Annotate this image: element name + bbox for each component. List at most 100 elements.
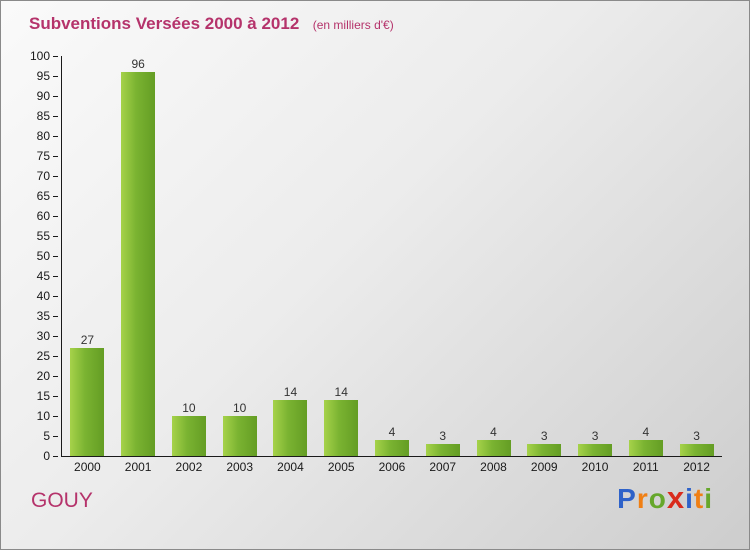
y-tick-label: 95 bbox=[36, 69, 50, 83]
y-tick-label: 90 bbox=[36, 89, 50, 103]
bar-value-label: 3 bbox=[439, 429, 447, 443]
bar-value-label: 96 bbox=[131, 57, 145, 71]
bar-group: 14 2004 bbox=[265, 56, 316, 474]
y-tick-label: 0 bbox=[43, 449, 50, 463]
bar bbox=[628, 440, 663, 456]
y-tick: 15 bbox=[37, 389, 58, 403]
chart-subtitle: (en milliers d'€) bbox=[312, 18, 394, 32]
x-axis-label: 2004 bbox=[277, 460, 304, 474]
y-tick-mark bbox=[53, 255, 58, 257]
y-tick-label: 10 bbox=[36, 409, 50, 423]
y-tick-label: 40 bbox=[36, 289, 50, 303]
bar-value-label: 3 bbox=[540, 429, 548, 443]
y-tick: 0 bbox=[43, 449, 58, 463]
bar bbox=[679, 444, 714, 456]
bar-group: 3 2009 bbox=[519, 56, 570, 474]
bar-value-label: 14 bbox=[334, 385, 348, 399]
bar bbox=[70, 348, 105, 456]
bar bbox=[578, 444, 613, 456]
bar-value-label: 4 bbox=[388, 425, 396, 439]
bar bbox=[222, 416, 257, 456]
y-tick-mark bbox=[53, 135, 58, 137]
y-tick-mark bbox=[53, 415, 58, 417]
x-axis-label: 2012 bbox=[683, 460, 710, 474]
bar-value-label: 14 bbox=[283, 385, 298, 399]
bar-group: 3 2010 bbox=[570, 56, 621, 474]
y-tick-label: 80 bbox=[36, 129, 50, 143]
y-tick: 10 bbox=[37, 409, 58, 423]
x-axis-label: 2001 bbox=[124, 460, 152, 474]
y-tick-mark bbox=[53, 95, 58, 97]
bar bbox=[171, 416, 206, 456]
bar-value-label: 3 bbox=[591, 429, 599, 443]
y-tick-mark bbox=[53, 155, 58, 157]
bar-group: 4 2006 bbox=[367, 56, 418, 474]
logo-letter: x bbox=[666, 480, 686, 515]
y-tick: 95 bbox=[37, 69, 58, 83]
bar-group: 10 2003 bbox=[214, 56, 265, 474]
bar-value-label: 3 bbox=[693, 429, 700, 443]
bar bbox=[527, 444, 562, 456]
y-tick-label: 75 bbox=[36, 149, 50, 163]
y-tick: 80 bbox=[37, 129, 58, 143]
bar bbox=[425, 444, 460, 456]
y-tick: 5 bbox=[43, 429, 58, 443]
y-tick-mark bbox=[53, 315, 58, 317]
x-axis-label: 2005 bbox=[327, 460, 355, 474]
x-axis-label: 2003 bbox=[226, 460, 254, 474]
bar-group: 27 2000 bbox=[62, 56, 113, 474]
y-tick-mark bbox=[53, 215, 58, 217]
y-tick: 75 bbox=[37, 149, 58, 163]
y-tick: 20 bbox=[37, 369, 58, 383]
y-tick-mark bbox=[53, 235, 58, 237]
y-tick: 40 bbox=[37, 289, 58, 303]
bar-group: 10 2002 bbox=[164, 56, 215, 474]
bar bbox=[374, 440, 409, 456]
bar-group: 3 2007 bbox=[417, 56, 468, 474]
x-axis-label: 2011 bbox=[632, 460, 659, 474]
logo-letter: i bbox=[685, 483, 694, 514]
y-tick-label: 85 bbox=[36, 109, 50, 123]
y-tick-label: 35 bbox=[36, 309, 50, 323]
y-tick-label: 5 bbox=[43, 429, 50, 443]
organization-name: GOUY bbox=[31, 489, 93, 512]
y-tick-mark bbox=[53, 175, 58, 177]
x-axis-label: 2009 bbox=[530, 460, 558, 474]
y-tick-mark bbox=[53, 375, 58, 377]
y-tick-label: 70 bbox=[36, 169, 50, 183]
y-tick-mark bbox=[53, 355, 58, 357]
y-tick-label: 15 bbox=[36, 389, 50, 403]
logo-letter: P bbox=[617, 483, 637, 514]
y-tick-label: 100 bbox=[29, 49, 50, 63]
bar bbox=[476, 440, 511, 456]
y-tick-label: 25 bbox=[36, 349, 50, 363]
x-axis-label: 2002 bbox=[175, 460, 203, 474]
chart-title: Subventions Versées 2000 à 2012 bbox=[29, 14, 300, 33]
y-tick-mark bbox=[53, 455, 58, 457]
y-tick: 60 bbox=[37, 209, 58, 223]
x-axis-label: 2000 bbox=[74, 460, 101, 474]
x-axis-label: 2010 bbox=[581, 460, 609, 474]
y-tick: 85 bbox=[37, 109, 58, 123]
bar-value-label: 27 bbox=[80, 333, 95, 347]
y-tick-mark bbox=[53, 195, 58, 197]
y-tick-mark bbox=[53, 75, 58, 77]
y-tick: 65 bbox=[37, 189, 58, 203]
bar-group: 14 2005 bbox=[316, 56, 367, 474]
bar bbox=[273, 400, 308, 456]
bar-value-label: 10 bbox=[182, 401, 196, 415]
x-axis-label: 2008 bbox=[480, 460, 507, 474]
y-axis: 0 5 10 15 20 25 30 35 40 45 50 55 60 65 70 75 80 85 90 95 10… bbox=[1, 49, 58, 463]
logo-letter: r bbox=[636, 483, 649, 514]
bar-group: 4 2008 bbox=[468, 56, 519, 474]
y-tick-label: 30 bbox=[36, 329, 50, 343]
y-tick-mark bbox=[53, 435, 58, 437]
y-tick-label: 65 bbox=[36, 189, 50, 203]
y-tick: 25 bbox=[37, 349, 58, 363]
y-tick-mark bbox=[53, 55, 58, 57]
y-tick-mark bbox=[53, 115, 58, 117]
bar bbox=[324, 400, 359, 456]
logo-letter: o bbox=[648, 483, 667, 514]
y-tick: 70 bbox=[37, 169, 58, 183]
